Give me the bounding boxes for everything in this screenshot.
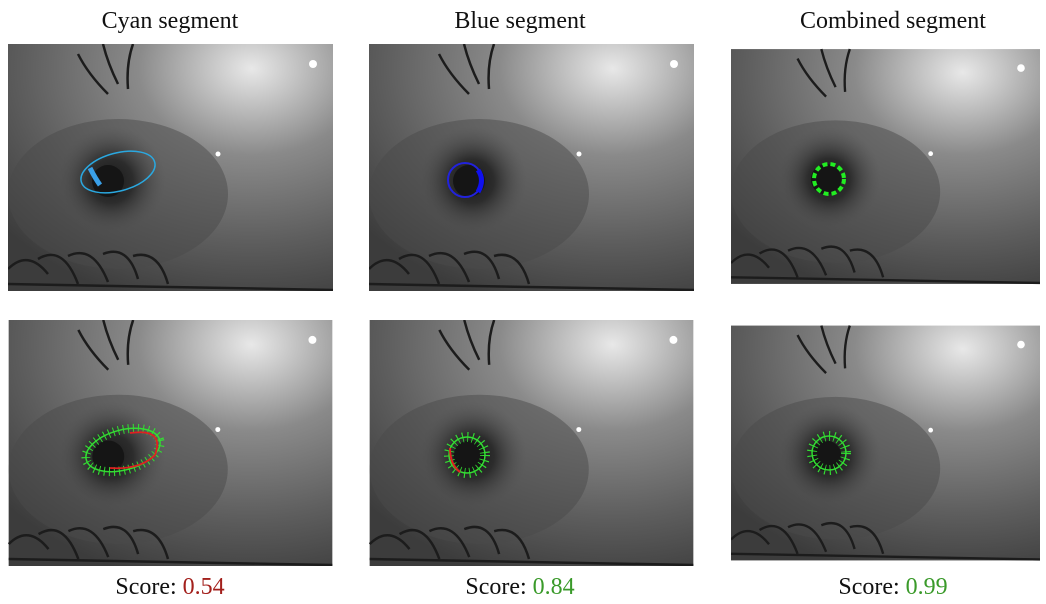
column-title: Cyan segment	[102, 8, 239, 34]
score: Score: 0.99	[838, 574, 947, 600]
eye-image	[731, 326, 1040, 561]
eye-image	[731, 49, 1040, 284]
score-label: Score:	[838, 574, 899, 600]
eye-image	[370, 320, 694, 566]
score: Score: 0.84	[465, 574, 574, 600]
score-label: Score:	[115, 574, 176, 600]
score-value: 0.84	[533, 574, 575, 600]
score-label: Score:	[465, 574, 526, 600]
score-value: 0.99	[906, 574, 948, 600]
eye-image	[8, 44, 333, 291]
eye-image	[9, 320, 333, 566]
eye-image	[369, 44, 694, 291]
score: Score: 0.54	[115, 574, 224, 600]
score-value: 0.54	[183, 574, 225, 600]
panels	[8, 44, 1040, 566]
figure: Cyan segment Score: 0.54 Blue segment Score…	[0, 0, 1046, 604]
column-title: Blue segment	[454, 8, 586, 34]
column-title: Combined segment	[800, 8, 986, 34]
